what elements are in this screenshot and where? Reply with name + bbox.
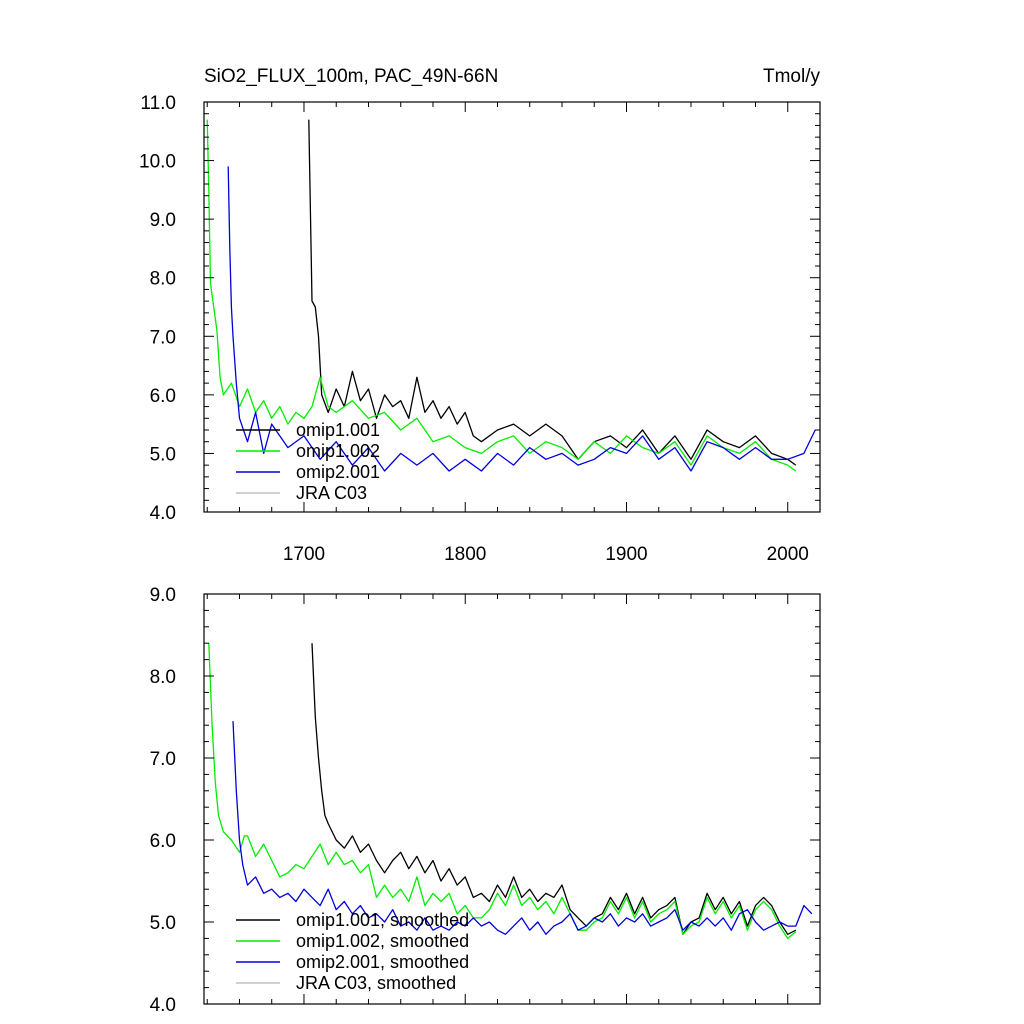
series-line-2 (232, 721, 813, 935)
series-line-0 (308, 119, 797, 466)
series-line-2 (227, 166, 816, 472)
legend-label-3: JRA C03 (296, 483, 367, 503)
legend-label-3: JRA C03, smoothed (296, 973, 456, 993)
y-tick-label: 8.0 (150, 269, 176, 290)
series-line-1 (208, 643, 797, 940)
y-tick-label: 8.0 (150, 667, 176, 688)
y-tick-label: 5.0 (150, 444, 176, 465)
x-tick-label: 2000 (767, 544, 809, 565)
x-tick-label: 1800 (444, 544, 486, 565)
y-tick-label: 7.0 (150, 749, 176, 770)
legend-label-2: omip2.001, smoothed (296, 952, 469, 972)
top-chart-axes: 4.0 5.0 6.0 7.0 8.0 9.0 10.0 11.0 1700 1800 1900 20… (139, 93, 821, 565)
y-tick-label: 10.0 (139, 152, 176, 173)
y-tick-label: 7.0 (150, 327, 176, 348)
series-line-1 (206, 119, 797, 472)
y-tick-label: 6.0 (150, 386, 176, 407)
chart-title: SiO2_FLUX_100m, PAC_49N-66N (204, 66, 498, 87)
y-tick-label: 9.0 (150, 210, 176, 231)
series-line-0 (311, 643, 797, 935)
y-tick-label: 4.0 (150, 503, 176, 524)
plot-frame (203, 593, 821, 1005)
chart-units: Tmol/y (763, 66, 821, 87)
y-tick-label: 11.0 (140, 93, 176, 114)
y-tick-label: 9.0 (150, 585, 176, 606)
legend-label-1: omip1.002, smoothed (296, 931, 469, 951)
legend-label-0: omip1.001, smoothed (296, 910, 469, 930)
y-tick-label: 5.0 (150, 913, 176, 934)
top-chart-marks (206, 119, 816, 472)
y-tick-label: 6.0 (150, 831, 176, 852)
x-tick-label: 1700 (283, 544, 325, 565)
legend-label-1: omip1.002 (296, 441, 380, 461)
legend-label-2: omip2.001 (296, 462, 380, 482)
top-chart-panel: SiO2_FLUX_100m, PAC_49N-66N Tmol/y 4.0 5.… (139, 66, 821, 565)
bottom-chart-panel: 4.05.06.07.08.09.0 omip1.001, smoothedom… (150, 585, 821, 1016)
plot-frame (203, 101, 821, 513)
bottom-chart-marks (208, 643, 813, 940)
y-tick-label: 4.0 (150, 995, 176, 1016)
legend-label-0: omip1.001 (296, 420, 380, 440)
x-tick-label: 1900 (605, 544, 647, 565)
bottom-chart-axes: 4.0 5.0 6.0 7.0 8.0 9.0 (150, 585, 821, 1016)
